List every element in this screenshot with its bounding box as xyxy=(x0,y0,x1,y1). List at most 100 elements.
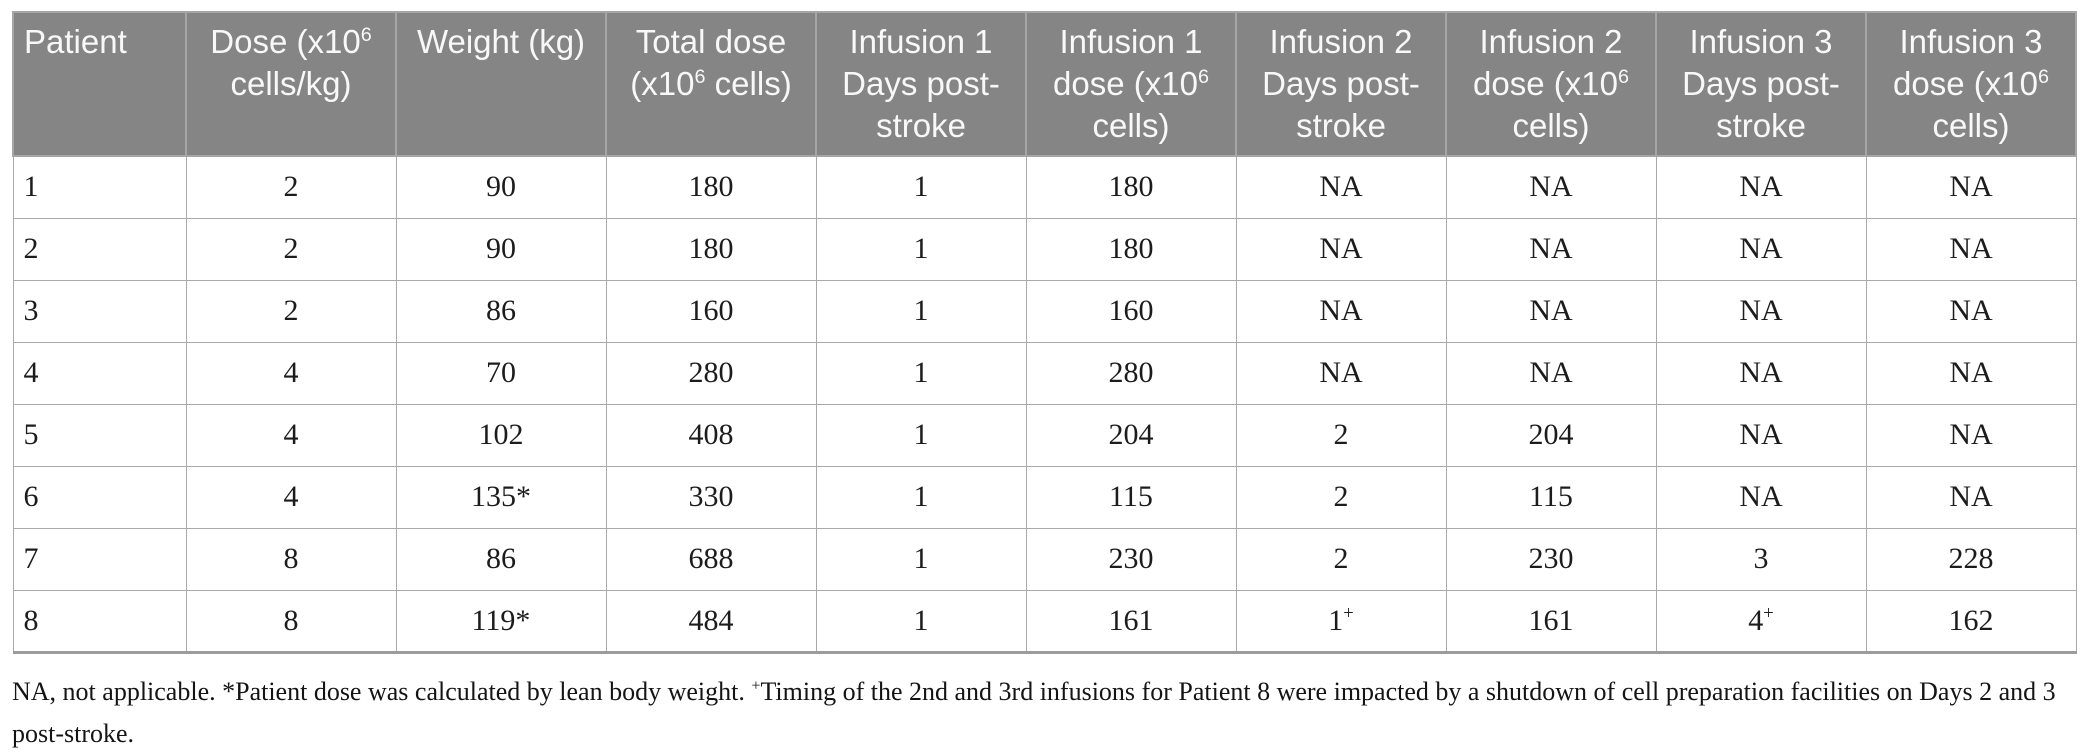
cell-inf3_dose: NA xyxy=(1865,155,2077,219)
cell-dose: 4 xyxy=(185,465,397,529)
cell-inf2_dose: NA xyxy=(1445,341,1657,405)
column-header-dose: Dose (x106 cells/kg) xyxy=(185,11,397,157)
cell-total_dose: 180 xyxy=(605,155,817,219)
cell-dose: 4 xyxy=(185,341,397,405)
cell-inf1_days: 1 xyxy=(815,279,1027,343)
cell-inf3_days: NA xyxy=(1655,217,1867,281)
cell-inf2_days: NA xyxy=(1235,155,1447,219)
cell-inf3_days: NA xyxy=(1655,341,1867,405)
cell-patient: 1 xyxy=(12,155,187,219)
cell-inf1_dose: 280 xyxy=(1025,341,1237,405)
cell-inf3_days: NA xyxy=(1655,465,1867,529)
cell-patient: 8 xyxy=(12,589,187,654)
cell-total_dose: 280 xyxy=(605,341,817,405)
table-row: 7 8 86 688 1 230 2 230 3 228 xyxy=(12,527,2077,591)
column-header-inf1_days: Infusion 1 Days post-stroke xyxy=(815,11,1027,157)
cell-inf2_days: 2 xyxy=(1235,527,1447,591)
cell-weight: 70 xyxy=(395,341,607,405)
cell-inf3_dose: NA xyxy=(1865,403,2077,467)
cell-weight: 86 xyxy=(395,527,607,591)
cell-dose: 8 xyxy=(185,527,397,591)
column-header-inf3_dose: Infusion 3 dose (x106 cells) xyxy=(1865,11,2077,157)
cell-inf2_days: NA xyxy=(1235,279,1447,343)
cell-inf2_days: 2 xyxy=(1235,403,1447,467)
cell-inf1_days: 1 xyxy=(815,465,1027,529)
column-header-inf2_dose: Infusion 2 dose (x106 cells) xyxy=(1445,11,1657,157)
cell-weight: 135* xyxy=(395,465,607,529)
table-row: 1 2 90 180 1 180 NA NA NA NA xyxy=(12,155,2077,219)
cell-total_dose: 484 xyxy=(605,589,817,654)
cell-weight: 90 xyxy=(395,155,607,219)
cell-patient: 7 xyxy=(12,527,187,591)
cell-inf3_days: 3 xyxy=(1655,527,1867,591)
cell-inf1_days: 1 xyxy=(815,403,1027,467)
cell-inf3_days: NA xyxy=(1655,155,1867,219)
table-row: 2 2 90 180 1 180 NA NA NA NA xyxy=(12,217,2077,281)
column-header-patient: Patient xyxy=(12,11,187,157)
cell-inf2_days: 2 xyxy=(1235,465,1447,529)
patient-dosing-table: Patient Dose (x106 cells/kg) Weight (kg) To… xyxy=(12,11,2077,654)
cell-patient: 2 xyxy=(12,217,187,281)
cell-patient: 5 xyxy=(12,403,187,467)
cell-total_dose: 330 xyxy=(605,465,817,529)
cell-inf3_dose: NA xyxy=(1865,217,2077,281)
cell-inf1_dose: 204 xyxy=(1025,403,1237,467)
cell-inf2_days: NA xyxy=(1235,217,1447,281)
cell-patient: 4 xyxy=(12,341,187,405)
cell-inf2_days: 1+ xyxy=(1235,589,1447,654)
cell-inf1_dose: 180 xyxy=(1025,217,1237,281)
column-header-weight: Weight (kg) xyxy=(395,11,607,157)
cell-inf3_dose: NA xyxy=(1865,341,2077,405)
column-header-inf2_days: Infusion 2 Days post-stroke xyxy=(1235,11,1447,157)
cell-total_dose: 160 xyxy=(605,279,817,343)
cell-total_dose: 180 xyxy=(605,217,817,281)
table-footnote: NA, not applicable. *Patient dose was ca… xyxy=(12,676,2056,748)
cell-dose: 2 xyxy=(185,217,397,281)
table-header: Patient Dose (x106 cells/kg) Weight (kg) To… xyxy=(12,11,2077,157)
cell-dose: 2 xyxy=(185,155,397,219)
table-row: 3 2 86 160 1 160 NA NA NA NA xyxy=(12,279,2077,343)
cell-total_dose: 688 xyxy=(605,527,817,591)
cell-dose: 8 xyxy=(185,589,397,654)
table-row: 5 4 102 408 1 204 2 204 NA NA xyxy=(12,403,2077,467)
cell-inf2_dose: NA xyxy=(1445,155,1657,219)
cell-dose: 2 xyxy=(185,279,397,343)
cell-inf1_days: 1 xyxy=(815,341,1027,405)
cell-inf1_days: 1 xyxy=(815,589,1027,654)
cell-inf3_dose: NA xyxy=(1865,465,2077,529)
cell-inf2_dose: 115 xyxy=(1445,465,1657,529)
column-header-inf3_days: Infusion 3 Days post-stroke xyxy=(1655,11,1867,157)
cell-inf3_dose: 162 xyxy=(1865,589,2077,654)
table-header-row: Patient Dose (x106 cells/kg) Weight (kg) To… xyxy=(12,11,2077,157)
table-row: 6 4 135* 330 1 115 2 115 NA NA xyxy=(12,465,2077,529)
cell-inf2_dose: 204 xyxy=(1445,403,1657,467)
table-row: 4 4 70 280 1 280 NA NA NA NA xyxy=(12,341,2077,405)
cell-inf3_days: 4+ xyxy=(1655,589,1867,654)
cell-inf2_dose: NA xyxy=(1445,217,1657,281)
cell-inf2_dose: 230 xyxy=(1445,527,1657,591)
table-row: 8 8 119* 484 1 161 1+ 161 4+ 162 xyxy=(12,589,2077,654)
cell-inf3_dose: NA xyxy=(1865,279,2077,343)
cell-inf3_days: NA xyxy=(1655,403,1867,467)
cell-patient: 3 xyxy=(12,279,187,343)
cell-inf1_days: 1 xyxy=(815,527,1027,591)
cell-inf1_dose: 161 xyxy=(1025,589,1237,654)
cell-inf3_days: NA xyxy=(1655,279,1867,343)
cell-inf2_dose: 161 xyxy=(1445,589,1657,654)
cell-patient: 6 xyxy=(12,465,187,529)
table-body: 1 2 90 180 1 180 NA NA NA NA 2 2 90 180 1 180 NA NA NA NA 3 2… xyxy=(12,155,2077,654)
cell-dose: 4 xyxy=(185,403,397,467)
cell-inf1_dose: 180 xyxy=(1025,155,1237,219)
cell-inf1_dose: 160 xyxy=(1025,279,1237,343)
cell-total_dose: 408 xyxy=(605,403,817,467)
cell-inf1_dose: 230 xyxy=(1025,527,1237,591)
cell-weight: 90 xyxy=(395,217,607,281)
cell-inf1_days: 1 xyxy=(815,217,1027,281)
column-header-inf1_dose: Infusion 1 dose (x106 cells) xyxy=(1025,11,1237,157)
column-header-total_dose: Total dose (x106 cells) xyxy=(605,11,817,157)
cell-inf1_dose: 115 xyxy=(1025,465,1237,529)
cell-weight: 102 xyxy=(395,403,607,467)
cell-inf1_days: 1 xyxy=(815,155,1027,219)
cell-weight: 86 xyxy=(395,279,607,343)
